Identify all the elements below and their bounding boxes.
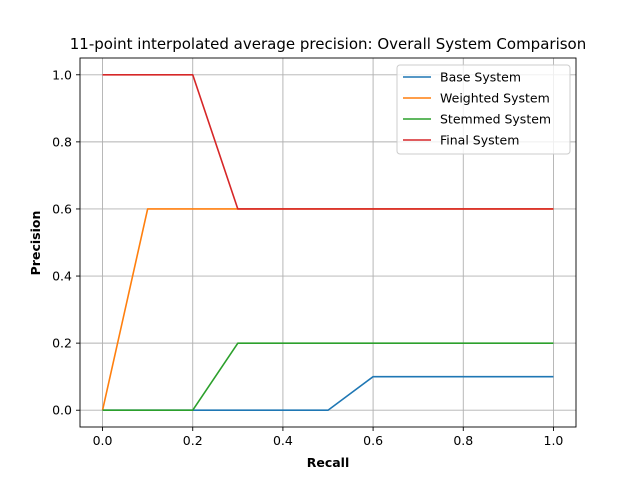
y-tick-label: 1.0 <box>52 67 72 82</box>
plot-frame <box>79 57 577 428</box>
series-lines <box>101 73 554 412</box>
y-tick-label: 0.8 <box>52 134 72 149</box>
axis-ticks: 0.0 0.2 0.4 0.6 0.8 1.0 0.0 0.2 0.4 0.6 0.8 1.0 <box>52 67 563 448</box>
y-tick-label: 0.2 <box>52 336 72 351</box>
y-tick-label: 0.0 <box>52 403 72 418</box>
legend-box <box>396 64 571 155</box>
y-tick-label: 0.6 <box>52 201 72 216</box>
legend-label-weighted-system: Weighted System <box>440 91 550 106</box>
x-tick-label: 0.4 <box>273 433 293 448</box>
legend-label-stemmed-system: Stemmed System <box>440 112 551 127</box>
y-tick-label: 0.4 <box>52 269 72 284</box>
legend: Base System Weighted System Stemmed System… <box>396 64 571 155</box>
y-axis-label: Precision <box>28 211 43 276</box>
x-tick-label: 0.2 <box>183 433 203 448</box>
series-line-stemmed-system <box>102 342 554 412</box>
chart-title: 11-point interpolated average precision:… <box>70 35 586 53</box>
series-line-final-system <box>102 73 554 210</box>
legend-label-final-system: Final System <box>440 133 519 148</box>
x-tick-label: 0.6 <box>363 433 383 448</box>
series-line-weighted-system <box>101 208 554 411</box>
x-axis-label: Recall <box>307 455 350 470</box>
x-tick-label: 1.0 <box>544 433 564 448</box>
series-line-base-system <box>102 375 554 412</box>
x-tick-label: 0.0 <box>93 433 113 448</box>
legend-label-base-system: Base System <box>440 70 521 85</box>
x-tick-label: 0.8 <box>453 433 473 448</box>
